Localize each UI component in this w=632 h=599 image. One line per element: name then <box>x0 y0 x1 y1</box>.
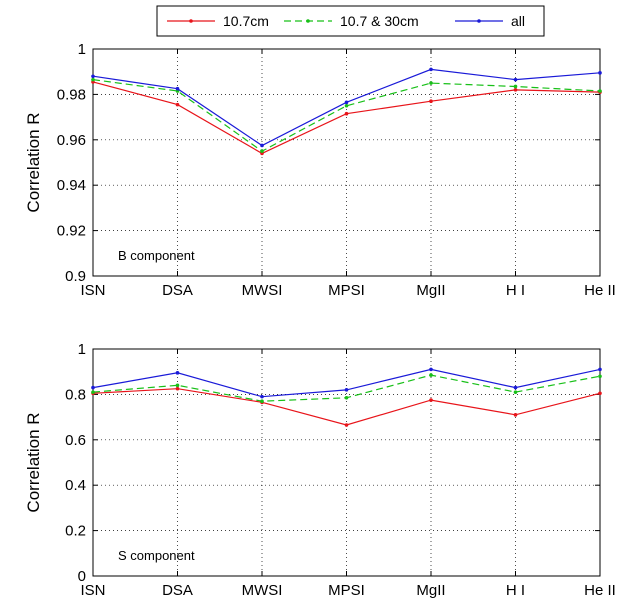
point-all-he-ii <box>598 71 602 75</box>
point-all-he-ii <box>598 367 602 372</box>
x-tick-label-dsa: DSA <box>162 582 193 599</box>
y-tick-label-0-8: 0.8 <box>65 386 86 403</box>
point-all-dsa <box>175 371 180 375</box>
point-10-7-30cm-he-ii <box>598 89 602 93</box>
x-tick-label-mgii: MgII <box>416 282 445 299</box>
legend-marker-10-7cm <box>189 19 193 23</box>
point-10-7-30cm-mpsi <box>344 103 349 108</box>
x-tick-label-mwsi: MWSI <box>242 582 283 599</box>
point-10-7-30cm-mpsi <box>344 396 349 400</box>
y-tick-label-0-4: 0.4 <box>65 477 86 494</box>
x-tick-label-dsa: DSA <box>162 282 193 299</box>
grid <box>93 49 600 276</box>
x-tick-label-mpsi: MPSI <box>328 582 365 599</box>
point-10-7-30cm-h-i <box>513 84 518 89</box>
point-10-7cm-dsa <box>175 386 180 391</box>
y-axis-label: Correlation R <box>24 112 43 212</box>
point-all-mgii <box>429 67 433 72</box>
y-tick-label-0-96: 0.96 <box>57 132 86 149</box>
y-tick-label-0: 0 <box>78 568 86 585</box>
point-10-7-30cm-h-i <box>513 390 518 394</box>
point-10-7-30cm-mgii <box>429 81 433 85</box>
point-10-7-30cm-dsa <box>175 383 180 388</box>
point-all-dsa <box>175 86 180 91</box>
y-tick-label-0-2: 0.2 <box>65 523 86 540</box>
x-tick-label-isn: ISN <box>80 282 105 299</box>
y-axis-label: Correlation R <box>24 412 43 512</box>
point-all-mwsi <box>260 394 264 399</box>
point-10-7cm-mgii <box>429 398 433 402</box>
point-all-isn <box>91 385 95 390</box>
y-tick-label-0-98: 0.98 <box>57 86 86 103</box>
x-tick-label-mgii: MgII <box>416 582 445 599</box>
x-tick-label-he-ii: He II <box>584 282 616 299</box>
point-all-mpsi <box>344 100 349 105</box>
legend-label-10-7-30cm: 10.7 & 30cm <box>340 13 419 29</box>
y-tick-label-0-6: 0.6 <box>65 432 86 449</box>
point-10-7-30cm-mwsi <box>260 149 264 153</box>
point-all-mwsi <box>260 143 264 148</box>
s-component-panel: ISN DSA MWSI MPSI MgII H I He II 0 0.2 0.4 0.6 0.8 1… <box>24 341 616 599</box>
y-tick-label-0-94: 0.94 <box>57 177 86 194</box>
point-10-7cm-h-i <box>513 88 518 92</box>
y-tick-label-1: 1 <box>78 341 86 358</box>
point-all-h-i <box>513 77 518 82</box>
x-tick-label-he-ii: He II <box>584 582 616 599</box>
component-annotation: B component <box>118 248 195 263</box>
x-tick-label-h-i: H I <box>506 582 525 599</box>
point-10-7cm-mpsi <box>344 111 349 116</box>
point-all-h-i <box>513 385 518 390</box>
point-10-7-30cm-mgii <box>429 373 433 377</box>
point-all-mgii <box>429 367 433 372</box>
point-all-isn <box>91 74 95 79</box>
x-tick-label-h-i: H I <box>506 282 525 299</box>
point-10-7-30cm-isn <box>91 77 95 82</box>
point-10-7cm-mgii <box>429 99 433 104</box>
point-10-7cm-he-ii <box>598 391 602 396</box>
component-annotation: S component <box>118 548 195 563</box>
y-tick-label-0-9: 0.9 <box>65 268 86 285</box>
point-all-mpsi <box>344 388 349 392</box>
legend-label-10-7cm: 10.7cm <box>223 13 269 29</box>
grid <box>93 349 600 576</box>
point-10-7-30cm-mwsi <box>260 399 264 404</box>
x-tick-label-isn: ISN <box>80 582 105 599</box>
legend-marker-10-7-30cm <box>306 19 310 23</box>
y-tick-label-1: 1 <box>78 41 86 58</box>
point-10-7cm-mpsi <box>344 423 349 427</box>
x-tick-label-mpsi: MPSI <box>328 282 365 299</box>
x-tick-label-mwsi: MWSI <box>242 282 283 299</box>
point-10-7cm-h-i <box>513 413 518 417</box>
b-component-panel: ISN DSA MWSI MPSI MgII H I He II 0.9 0.92 0.94 0.9… <box>24 41 616 299</box>
y-tick-label-0-92: 0.92 <box>57 223 86 240</box>
legend: 10.7cm 10.7 & 30cm all <box>156 5 545 37</box>
point-10-7-30cm-he-ii <box>598 374 602 379</box>
legend-marker-all <box>477 19 481 23</box>
point-10-7-30cm-isn <box>91 390 95 394</box>
point-10-7cm-dsa <box>175 102 180 107</box>
legend-label-all: all <box>511 13 525 29</box>
